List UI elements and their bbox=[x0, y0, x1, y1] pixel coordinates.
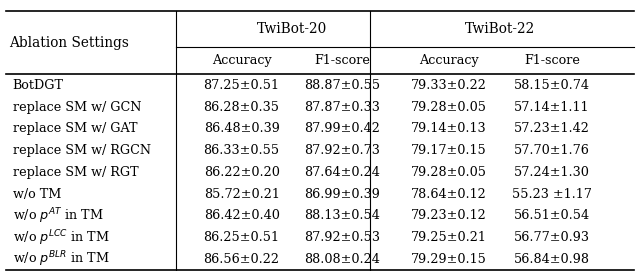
Text: replace SM w/ RGT: replace SM w/ RGT bbox=[13, 166, 138, 179]
Text: 86.33±0.55: 86.33±0.55 bbox=[204, 144, 280, 157]
Text: 86.99±0.39: 86.99±0.39 bbox=[304, 188, 380, 201]
Text: Ablation Settings: Ablation Settings bbox=[10, 36, 129, 50]
Text: Accuracy: Accuracy bbox=[212, 54, 271, 67]
Text: 57.23±1.42: 57.23±1.42 bbox=[514, 122, 590, 135]
Text: TwiBot-20: TwiBot-20 bbox=[257, 22, 327, 36]
Text: F1-score: F1-score bbox=[314, 54, 370, 67]
Text: Accuracy: Accuracy bbox=[419, 54, 479, 67]
Text: w/o TM: w/o TM bbox=[13, 188, 61, 201]
Text: 79.23±0.12: 79.23±0.12 bbox=[411, 209, 486, 222]
Text: 58.15±0.74: 58.15±0.74 bbox=[514, 79, 590, 92]
Text: 79.28±0.05: 79.28±0.05 bbox=[411, 166, 486, 179]
Text: replace SM w/ GAT: replace SM w/ GAT bbox=[13, 122, 137, 135]
Text: 87.87±0.33: 87.87±0.33 bbox=[304, 101, 380, 114]
Text: w/o $p^{AT}$ in TM: w/o $p^{AT}$ in TM bbox=[13, 206, 104, 226]
Text: 79.17±0.15: 79.17±0.15 bbox=[411, 144, 486, 157]
Text: 87.64±0.24: 87.64±0.24 bbox=[304, 166, 380, 179]
Text: 56.51±0.54: 56.51±0.54 bbox=[514, 209, 590, 222]
Text: 86.48±0.39: 86.48±0.39 bbox=[204, 122, 280, 135]
Text: 56.84±0.98: 56.84±0.98 bbox=[514, 253, 590, 266]
Text: 86.56±0.22: 86.56±0.22 bbox=[204, 253, 280, 266]
Text: 87.92±0.73: 87.92±0.73 bbox=[304, 144, 380, 157]
Text: 87.92±0.53: 87.92±0.53 bbox=[304, 231, 380, 244]
Text: BotDGT: BotDGT bbox=[13, 79, 63, 92]
Text: 79.33±0.22: 79.33±0.22 bbox=[411, 79, 486, 92]
Text: 88.08±0.24: 88.08±0.24 bbox=[304, 253, 380, 266]
Text: 88.13±0.54: 88.13±0.54 bbox=[304, 209, 380, 222]
Text: w/o $p^{LCC}$ in TM: w/o $p^{LCC}$ in TM bbox=[13, 228, 109, 247]
Text: 79.29±0.15: 79.29±0.15 bbox=[411, 253, 486, 266]
Text: 87.25±0.51: 87.25±0.51 bbox=[204, 79, 280, 92]
Text: w/o $p^{BLR}$ in TM: w/o $p^{BLR}$ in TM bbox=[13, 250, 109, 269]
Text: 57.14±1.11: 57.14±1.11 bbox=[515, 101, 590, 114]
Text: 86.25±0.51: 86.25±0.51 bbox=[204, 231, 280, 244]
Text: 79.25±0.21: 79.25±0.21 bbox=[411, 231, 486, 244]
Text: 86.28±0.35: 86.28±0.35 bbox=[204, 101, 280, 114]
Text: 57.70±1.76: 57.70±1.76 bbox=[514, 144, 590, 157]
Text: 55.23 ±1.17: 55.23 ±1.17 bbox=[512, 188, 592, 201]
Text: 78.64±0.12: 78.64±0.12 bbox=[411, 188, 486, 201]
Text: F1-score: F1-score bbox=[524, 54, 580, 67]
Text: 88.87±0.55: 88.87±0.55 bbox=[304, 79, 380, 92]
Text: 79.28±0.05: 79.28±0.05 bbox=[411, 101, 486, 114]
Text: 79.14±0.13: 79.14±0.13 bbox=[411, 122, 486, 135]
Text: 56.77±0.93: 56.77±0.93 bbox=[514, 231, 590, 244]
Text: 87.99±0.42: 87.99±0.42 bbox=[304, 122, 380, 135]
Text: replace SM w/ GCN: replace SM w/ GCN bbox=[13, 101, 141, 114]
Text: 57.24±1.30: 57.24±1.30 bbox=[514, 166, 590, 179]
Text: 85.72±0.21: 85.72±0.21 bbox=[204, 188, 280, 201]
Text: 86.22±0.20: 86.22±0.20 bbox=[204, 166, 280, 179]
Text: TwiBot-22: TwiBot-22 bbox=[465, 22, 535, 36]
Text: 86.42±0.40: 86.42±0.40 bbox=[204, 209, 280, 222]
Text: replace SM w/ RGCN: replace SM w/ RGCN bbox=[13, 144, 151, 157]
